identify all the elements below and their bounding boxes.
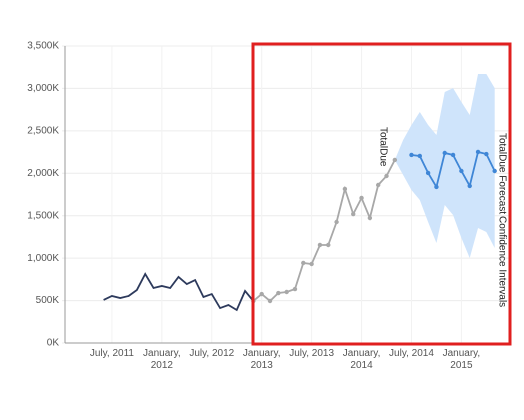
point <box>434 184 439 190</box>
x-tick-label: January, 2015 <box>442 348 481 371</box>
point <box>351 211 356 217</box>
x-tick-label: July, 2014 <box>389 348 434 359</box>
point <box>459 168 464 174</box>
x-tick-label: July, 2013 <box>289 348 335 359</box>
y-tick-label: 2,500K <box>27 125 59 136</box>
highlighted-line <box>252 159 396 303</box>
highlight-box <box>251 42 512 346</box>
point <box>467 183 472 189</box>
y-tick-label: 2,000K <box>27 168 59 179</box>
y-tick-label: 500K <box>36 295 60 306</box>
y-tick-label: 3,000K <box>27 83 59 94</box>
point <box>367 215 373 221</box>
point <box>334 219 339 225</box>
point <box>284 289 289 295</box>
point <box>417 153 422 159</box>
x-tick-label: July, 2011 <box>89 348 134 359</box>
point <box>409 152 414 158</box>
x-tick-label: January, 2013 <box>242 348 281 371</box>
y-tick-label: 1,500K <box>27 210 59 221</box>
point <box>317 242 323 248</box>
point <box>492 168 497 174</box>
series-label: TotalDue <box>377 127 388 167</box>
point <box>450 152 456 158</box>
point <box>342 186 348 192</box>
x-tick-label: July, 2012 <box>189 348 235 359</box>
point <box>309 261 314 267</box>
point <box>301 260 306 266</box>
point <box>259 291 264 297</box>
series-label: TotalDue Forecast <box>496 133 507 214</box>
y-tick-label: 3,500K <box>27 41 59 52</box>
point <box>475 149 481 155</box>
point <box>359 195 364 201</box>
point <box>326 242 331 248</box>
point <box>267 298 273 304</box>
point <box>276 290 281 296</box>
point <box>292 286 298 292</box>
confidence-band <box>394 74 495 258</box>
series-line <box>103 272 255 312</box>
point <box>392 157 398 163</box>
y-tick-label: 1,000K <box>27 253 59 264</box>
band-label: Confidence Intervals <box>496 216 507 307</box>
point <box>484 151 489 157</box>
x-tick-label: January, 2012 <box>143 348 181 371</box>
point <box>425 170 431 176</box>
y-tick-label: 0K <box>47 338 60 349</box>
point <box>442 150 447 156</box>
point <box>375 182 381 188</box>
x-tick-label: January, 2014 <box>342 348 381 371</box>
point <box>384 173 389 179</box>
